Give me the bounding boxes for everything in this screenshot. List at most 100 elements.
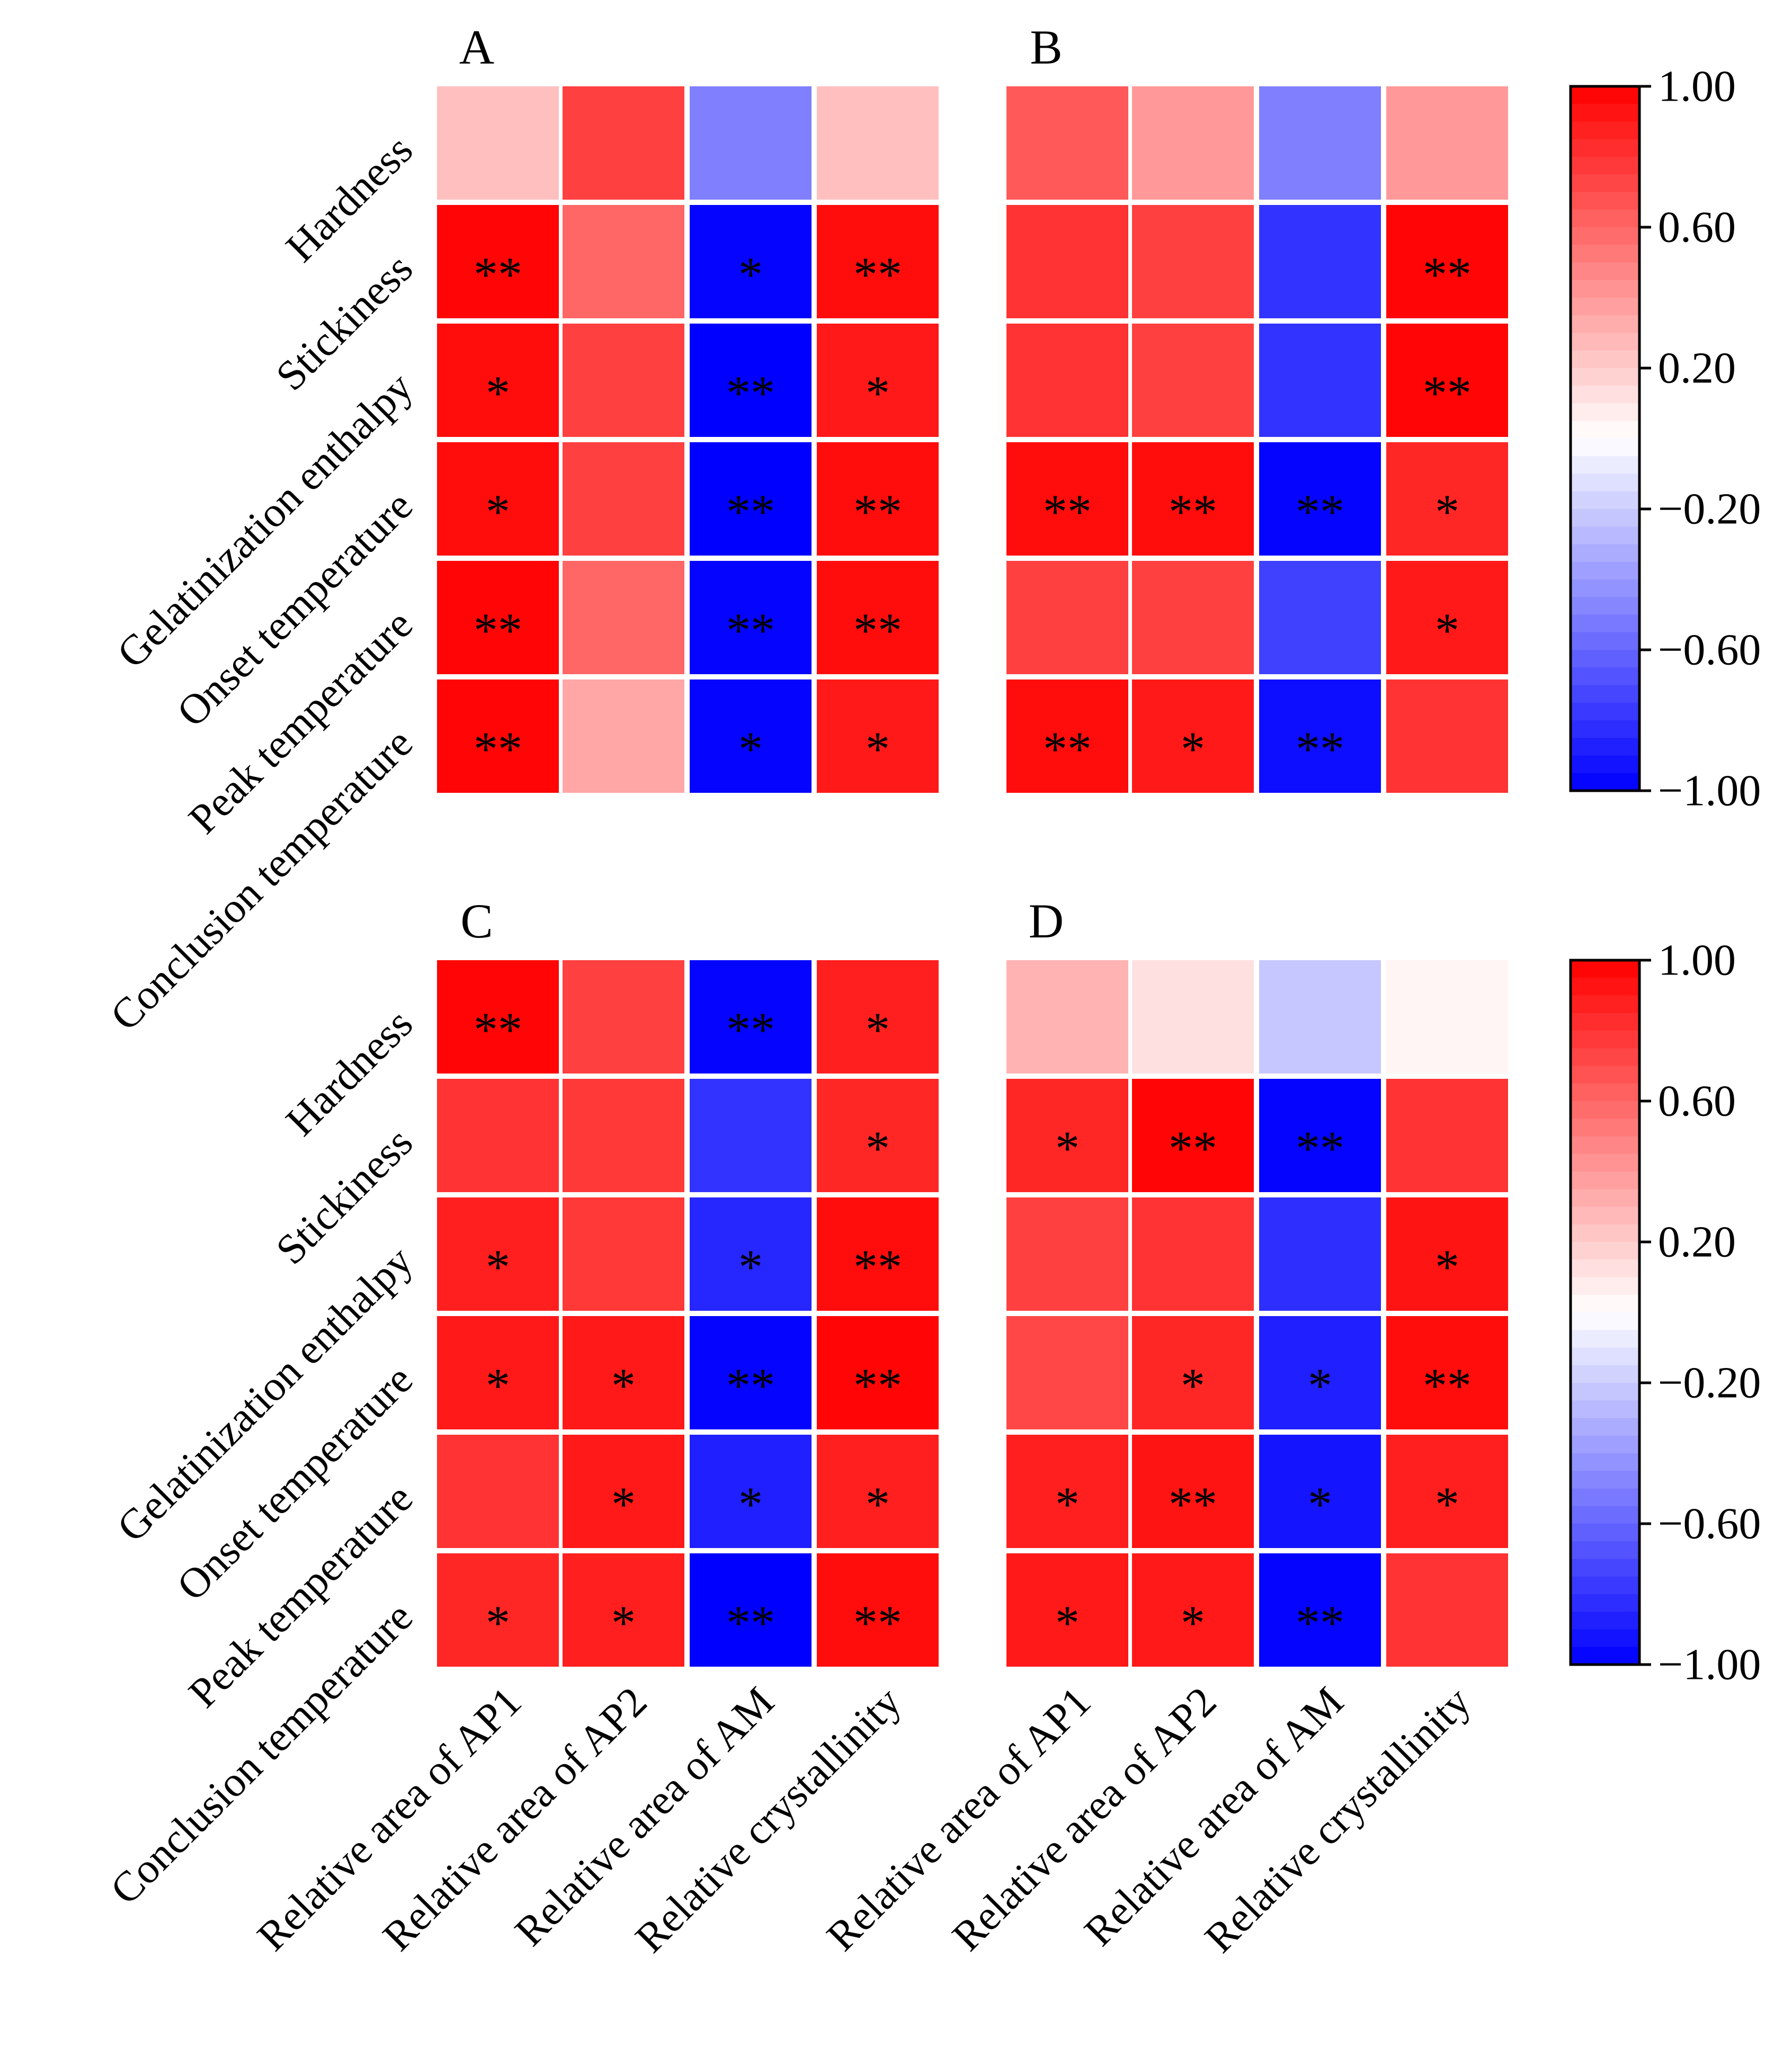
heatmap-cell-d-gelatinization-enthalpy-relative-area-of-ap2 [1132, 1197, 1254, 1311]
colorbar-swatch-a [1571, 456, 1639, 475]
significance-mark-c-gelatinization-enthalpy-relative-crystallinity: ** [853, 1240, 902, 1294]
heatmap-cell-b-gelatinization-enthalpy-relative-area-of-ap2 [1132, 324, 1254, 437]
heatmap-cell-a-stickiness-relative-area-of-ap2 [563, 205, 684, 318]
heatmap-cell-c-gelatinization-enthalpy-relative-crystallinity [817, 1197, 939, 1311]
heatmap-cell-b-peak-temperature-relative-crystallinity [1386, 561, 1508, 674]
colorbar-swatch-c [1571, 1383, 1639, 1401]
significance-mark-c-onset-temperature-relative-area-of-am: ** [726, 1358, 775, 1412]
significance-mark-c-conclusion-temperature-relative-area-of-am: ** [726, 1596, 775, 1650]
significance-mark-c-hardness-relative-crystallinity: * [866, 1003, 890, 1057]
colorbar-swatch-c [1571, 1066, 1639, 1084]
colorbar-swatch-a [1571, 614, 1639, 633]
colorbar-swatch-a [1571, 491, 1639, 509]
colorbar-swatch-a [1571, 298, 1639, 316]
heatmap-cell-a-onset-temperature-relative-area-of-ap1 [437, 442, 559, 556]
significance-mark-d-peak-temperature-relative-area-of-ap2: ** [1169, 1477, 1217, 1531]
colorbar-swatch-c [1571, 1136, 1639, 1155]
colorbar-swatch-a [1571, 350, 1639, 369]
significance-mark-a-stickiness-relative-crystallinity: ** [853, 247, 902, 301]
colorbar-swatch-c [1571, 978, 1639, 996]
heatmap-cell-b-gelatinization-enthalpy-relative-crystallinity [1386, 324, 1508, 437]
significance-mark-a-onset-temperature-relative-area-of-ap1: * [486, 485, 510, 539]
colorbar-swatch-c [1571, 1206, 1639, 1225]
colorbar-swatch-a [1571, 685, 1639, 703]
colorbar-swatch-a [1571, 439, 1639, 457]
significance-mark-d-peak-temperature-relative-area-of-ap1: * [1055, 1477, 1080, 1531]
significance-mark-d-stickiness-relative-area-of-am: ** [1296, 1121, 1344, 1175]
heatmap-cell-d-gelatinization-enthalpy-relative-crystallinity [1386, 1197, 1508, 1311]
colorbar-swatch-a [1571, 209, 1639, 228]
significance-mark-c-onset-temperature-relative-area-of-ap2: * [611, 1358, 636, 1412]
colorbar-swatch-c [1571, 1153, 1639, 1172]
colorbar-swatch-a [1571, 139, 1639, 157]
significance-mark-b-onset-temperature-relative-area-of-ap1: ** [1043, 485, 1092, 539]
colorbar-tick-label-c: 0.20 [1658, 1218, 1736, 1267]
heatmap-cell-c-onset-temperature-relative-area-of-ap1 [437, 1316, 559, 1429]
heatmap-cell-a-stickiness-relative-area-of-ap1 [437, 205, 559, 318]
heatmap-cell-c-peak-temperature-relative-crystallinity [817, 1435, 939, 1548]
colorbar-swatch-c [1571, 995, 1639, 1014]
row-label-a-peak-temperature: Peak temperature [180, 601, 422, 843]
heatmap-cell-a-onset-temperature-relative-area-of-ap2 [563, 442, 684, 556]
colorbar-swatch-a [1571, 104, 1639, 122]
colorbar-swatch-a [1571, 702, 1639, 721]
heatmap-cell-c-conclusion-temperature-relative-area-of-ap2 [563, 1553, 684, 1667]
colorbar-swatch-a [1571, 597, 1639, 615]
colorbar-tick-label-a: −0.20 [1658, 485, 1761, 534]
heatmap-cell-a-hardness-relative-area-of-am [690, 86, 812, 200]
heatmap-cell-d-gelatinization-enthalpy-relative-area-of-ap1 [1006, 1197, 1128, 1311]
colorbar-swatch-a [1571, 755, 1639, 774]
heatmap-cell-c-gelatinization-enthalpy-relative-area-of-am [690, 1197, 812, 1311]
heatmap-cell-a-peak-temperature-relative-area-of-ap2 [563, 561, 684, 674]
heatmap-cell-b-stickiness-relative-area-of-am [1259, 205, 1381, 318]
colorbar-tick-label-a: −0.60 [1658, 625, 1761, 675]
heatmap-cell-a-conclusion-temperature-relative-area-of-ap2 [563, 679, 684, 793]
significance-mark-a-peak-temperature-relative-crystallinity: ** [853, 603, 902, 657]
significance-mark-b-gelatinization-enthalpy-relative-crystallinity: ** [1423, 366, 1472, 420]
significance-mark-a-peak-temperature-relative-area-of-ap1: ** [474, 603, 522, 657]
heatmap-cell-d-onset-temperature-relative-crystallinity [1386, 1316, 1508, 1429]
colorbar-swatch-a [1571, 473, 1639, 492]
significance-mark-a-gelatinization-enthalpy-relative-crystallinity: * [866, 366, 890, 420]
heatmap-cell-b-stickiness-relative-crystallinity [1386, 205, 1508, 318]
colorbar-swatch-a [1571, 509, 1639, 527]
significance-mark-a-stickiness-relative-area-of-am: * [738, 247, 763, 301]
significance-mark-d-onset-temperature-relative-crystallinity: ** [1423, 1358, 1472, 1412]
colorbar-tick-label-c: −1.00 [1658, 1640, 1761, 1689]
colorbar-swatch-a [1571, 403, 1639, 422]
significance-mark-a-conclusion-temperature-relative-area-of-ap1: ** [474, 722, 522, 776]
significance-mark-d-peak-temperature-relative-crystallinity: * [1435, 1477, 1459, 1531]
heatmap-cell-c-peak-temperature-relative-area-of-am [690, 1435, 812, 1548]
colorbar-swatch-a [1571, 650, 1639, 668]
colorbar-swatch-c [1571, 1189, 1639, 1208]
colorbar-swatch-a [1571, 544, 1639, 562]
panel-label-d: D [1029, 894, 1064, 948]
significance-mark-d-conclusion-temperature-relative-area-of-am: ** [1296, 1596, 1344, 1650]
heatmap-cell-d-stickiness-relative-crystallinity [1386, 1079, 1508, 1192]
heatmap-cell-d-peak-temperature-relative-area-of-ap1 [1006, 1435, 1128, 1548]
colorbar-swatch-c [1571, 1171, 1639, 1189]
colorbar-swatch-a [1571, 386, 1639, 404]
heatmap-cell-a-hardness-relative-area-of-ap1 [437, 86, 559, 200]
significance-mark-a-conclusion-temperature-relative-area-of-am: * [738, 722, 763, 776]
heatmap-cell-d-peak-temperature-relative-crystallinity [1386, 1435, 1508, 1548]
heatmap-cell-a-hardness-relative-crystallinity [817, 86, 939, 200]
colorbar-tick-label-a: −1.00 [1658, 766, 1761, 816]
colorbars-layer: 1.00 0.60 0.20 −0.20 −0.60 −1.00 1.00 0.60 0.20 −… [1569, 62, 1761, 1689]
heatmap-cell-d-conclusion-temperature-relative-area-of-am [1259, 1553, 1381, 1667]
colorbar-swatch-c [1571, 1471, 1639, 1489]
colorbar-swatch-a [1571, 262, 1639, 281]
heatmap-cell-d-peak-temperature-relative-area-of-am [1259, 1435, 1381, 1548]
heatmap-cell-a-stickiness-relative-area-of-am [690, 205, 812, 318]
colorbar-swatch-a [1571, 192, 1639, 210]
row-label-c-peak-temperature: Peak temperature [180, 1475, 422, 1716]
colorbar-swatch-a [1571, 738, 1639, 756]
significance-mark-c-onset-temperature-relative-area-of-ap1: * [486, 1358, 510, 1412]
heatmap-cell-b-onset-temperature-relative-area-of-am [1259, 442, 1381, 556]
significance-mark-c-onset-temperature-relative-crystallinity: ** [853, 1358, 902, 1412]
significance-mark-d-gelatinization-enthalpy-relative-crystallinity: * [1435, 1240, 1459, 1294]
heatmap-cell-c-hardness-relative-area-of-ap1 [437, 960, 559, 1074]
heatmap-cell-a-peak-temperature-relative-crystallinity [817, 561, 939, 674]
heatmap-cell-b-gelatinization-enthalpy-relative-area-of-am [1259, 324, 1381, 437]
significance-mark-c-peak-temperature-relative-area-of-ap2: * [611, 1477, 636, 1531]
